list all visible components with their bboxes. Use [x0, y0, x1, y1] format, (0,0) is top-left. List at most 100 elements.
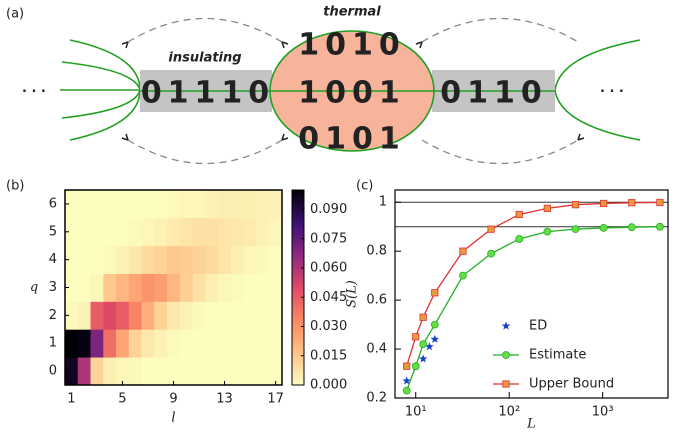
heat-cell: [103, 217, 117, 247]
heat-cell: [256, 190, 270, 219]
heat-cell: [90, 245, 104, 274]
heat-cell: [154, 273, 168, 302]
heat-cell: [77, 357, 91, 386]
heat-cell: [103, 329, 117, 358]
heat-cell: [218, 357, 232, 386]
marker: [425, 342, 434, 351]
arrowheads: [121, 41, 585, 141]
y-tick-label: 2: [49, 308, 57, 323]
heat-cell: [192, 273, 206, 302]
heat-cell: [65, 329, 79, 358]
heat-cell: [154, 301, 168, 330]
heat-cell: [269, 329, 283, 358]
x-axis-label: l: [171, 411, 175, 426]
y-tick-label: 0.2: [366, 391, 387, 406]
heat-cell: [65, 273, 79, 302]
heat-cell: [243, 190, 257, 219]
heat-cell: [141, 329, 155, 358]
x-axis-label: L: [526, 417, 536, 432]
bits: 1010: [298, 28, 406, 63]
y-tick-label: 1: [49, 336, 57, 351]
x-tick-label: 1: [67, 392, 75, 407]
heat-cell: [243, 217, 257, 247]
marker: [430, 334, 440, 343]
heat-cell: [90, 190, 104, 219]
bonds: [60, 39, 141, 141]
heat-cell: [205, 190, 219, 219]
heat-cell: [179, 245, 194, 274]
heat-cell: [205, 273, 219, 302]
heat-cell: [141, 245, 155, 274]
heat-cell: [205, 217, 219, 247]
heat-cell: [167, 190, 181, 219]
heat-cell: [116, 301, 130, 330]
heat-cell: [65, 357, 79, 386]
x-tick-label: 13: [216, 392, 233, 407]
marker: [543, 227, 552, 236]
legend-marker: [501, 321, 511, 330]
heat-cell: [90, 357, 104, 386]
heat-cell: [167, 329, 181, 358]
bonds: [554, 39, 641, 141]
heat-cell: [256, 273, 270, 302]
heat-cell: [269, 190, 283, 219]
legend-label: Upper Bound: [529, 377, 614, 392]
thermal-label: thermal: [323, 5, 381, 20]
heat-cell: [128, 273, 142, 302]
bits: 0110: [440, 76, 548, 111]
heat-cell: [154, 245, 168, 274]
heat-cell: [230, 190, 245, 219]
heat-cell: [65, 190, 79, 219]
y-tick-label: 0: [49, 364, 57, 379]
heat-cell: [269, 301, 283, 330]
heat-cell: [90, 329, 104, 358]
marker: [515, 210, 523, 219]
x-tick-label: 10³: [592, 405, 614, 420]
legend-label: Estimate: [529, 348, 586, 363]
marker: [656, 198, 664, 207]
marker: [487, 249, 495, 258]
heat-cell: [141, 190, 155, 219]
heat-cell: [141, 301, 155, 330]
heat-cell: [65, 301, 79, 330]
heat-cell: [103, 301, 117, 330]
colorbar-tick-label: 0.060: [310, 261, 347, 276]
heat-cell: [90, 273, 104, 302]
marker: [403, 362, 411, 370]
heat-cell: [128, 329, 142, 358]
heat-cell: [269, 357, 283, 386]
heat-cell: [179, 301, 194, 330]
heat-cell: [179, 190, 194, 219]
heat-cell: [116, 273, 130, 302]
heat-cell: [141, 273, 155, 302]
heat-cell: [77, 190, 91, 219]
colorbar-tick-label: 0.000: [310, 378, 347, 393]
x-tick-label: 10²: [498, 405, 520, 420]
marker: [515, 235, 524, 243]
heat-cell: [230, 217, 245, 247]
arc: [421, 17, 579, 43]
marker: [571, 201, 580, 209]
heat-cell: [218, 329, 232, 358]
bits: 0101: [298, 122, 406, 157]
heat-cell: [167, 245, 181, 274]
bits: 1001: [298, 76, 406, 111]
heat-cell: [116, 357, 130, 386]
heat-cell: [154, 190, 168, 219]
y-tick-label: 0.8: [366, 244, 387, 259]
marker: [402, 386, 411, 395]
diagram: · · · · · ·: [22, 17, 641, 165]
heat-cell: [256, 357, 270, 386]
plot-frame: [394, 189, 669, 399]
marker: [431, 289, 439, 297]
heat-cell: [230, 329, 245, 358]
heat-cell: [179, 273, 194, 302]
heat-cell: [116, 245, 130, 274]
heat-cell: [141, 357, 155, 386]
heat-cell: [179, 329, 194, 358]
heat-cell: [269, 217, 283, 247]
arc: [127, 17, 283, 43]
x-tick-label: 10¹: [405, 405, 427, 420]
marker: [418, 354, 428, 363]
heat-cell: [218, 190, 232, 219]
